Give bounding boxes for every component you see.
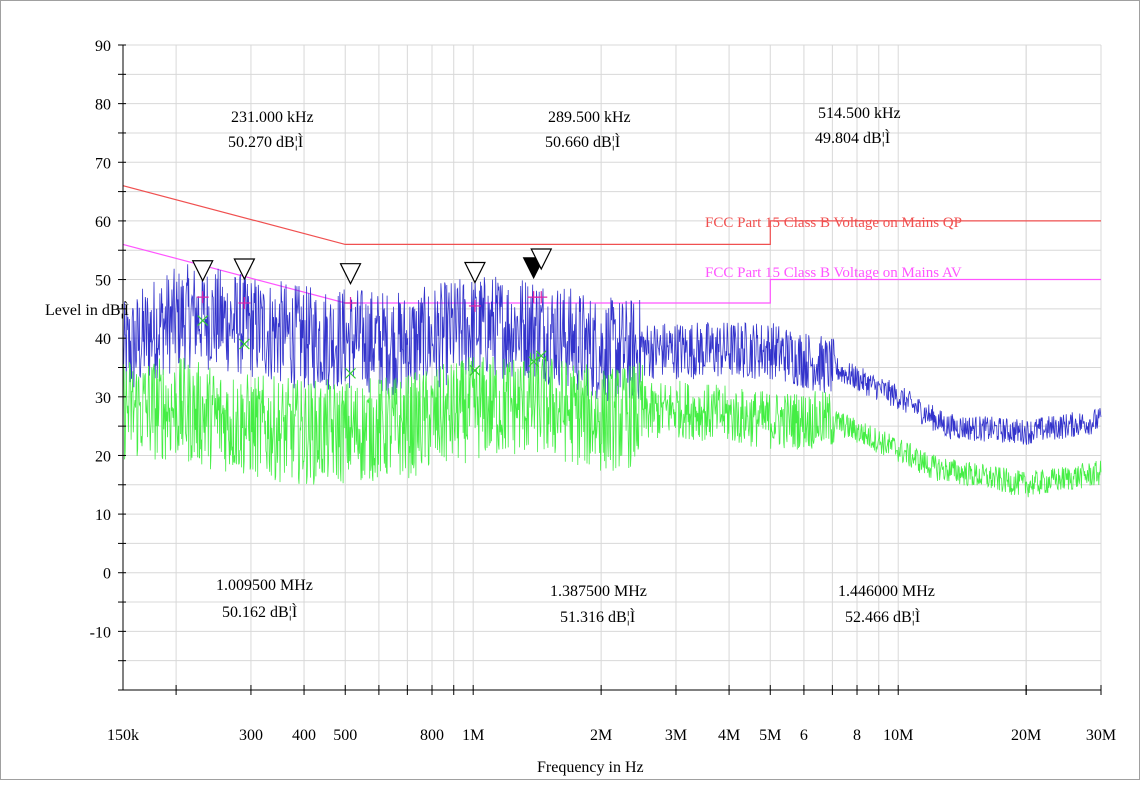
annotation-level-4: 50.162 dB¦Ì <box>222 602 297 621</box>
av-marker <box>535 350 547 362</box>
peak-marker <box>339 263 362 286</box>
x-tick-label: 8 <box>853 727 861 744</box>
x-axis-label: Frequency in Hz <box>537 759 644 776</box>
y-tick-label: 0 <box>103 566 111 583</box>
limit-lines <box>122 185 1101 304</box>
peak-marker <box>463 261 486 284</box>
y-tick-label: 50 <box>95 273 111 290</box>
annotation-freq-4: 1.009500 MHz <box>216 577 313 594</box>
qp-marker <box>344 297 357 309</box>
limit-label-av: FCC Part 15 Class B Voltage on Mains AV <box>705 265 962 281</box>
annotation-freq-6: 1.446000 MHz <box>838 583 935 600</box>
x-tick-label: 150k <box>107 727 139 744</box>
x-tick-label: 10M <box>883 727 913 744</box>
x-tick-label: 20M <box>1011 727 1041 744</box>
qp-marker <box>238 297 251 309</box>
x-tick-label: 300 <box>239 727 263 744</box>
av-marker <box>345 367 356 379</box>
annotation-level-6: 52.466 dB¦Ì <box>845 607 920 626</box>
x-tick-label: 4M <box>718 727 740 744</box>
traces <box>122 264 1102 498</box>
x-tick-label: 6 <box>800 727 808 744</box>
annotation-freq-2: 289.500 kHz <box>548 109 631 126</box>
axes: 90 80 70 60 50 40 30 20 10 0 -10 150k 300 400 500 800 1M… <box>90 38 1116 744</box>
av-marker <box>238 338 250 350</box>
av-marker <box>197 315 209 327</box>
y-axis-label: Level in dB¦Ì <box>45 300 129 319</box>
av-marker <box>469 365 481 376</box>
annotation-freq-1: 231.000 kHz <box>231 109 314 126</box>
y-tick-label: 90 <box>95 38 111 55</box>
qp-marker <box>535 291 548 304</box>
limit-line-qp <box>122 185 1101 245</box>
qp-marker <box>468 299 481 312</box>
y-tick-label: 20 <box>95 448 111 465</box>
limit-line-av <box>122 243 1101 304</box>
markers <box>191 248 553 379</box>
peak-marker <box>233 258 256 281</box>
y-tick-label: 80 <box>95 97 111 114</box>
x-tick-label: 1M <box>462 727 484 744</box>
annotation-freq-3: 514.500 kHz <box>818 105 901 122</box>
y-tick-label: 60 <box>95 214 111 231</box>
peak-marker <box>530 248 553 271</box>
annotation-level-2: 50.660 dB¦Ì <box>545 132 620 151</box>
annotation-freq-5: 1.387500 MHz <box>550 583 647 600</box>
qp-marker <box>196 291 209 304</box>
annotation-level-5: 51.316 dB¦Ì <box>560 607 635 626</box>
y-tick-label: -10 <box>90 624 111 641</box>
trace-peak <box>122 264 1102 445</box>
trace-average <box>122 352 1102 498</box>
x-tick-label: 800 <box>420 727 444 744</box>
x-tick-label: 400 <box>292 727 316 744</box>
y-tick-label: 40 <box>95 331 111 348</box>
y-tick-label: 10 <box>95 507 111 524</box>
x-tick-label: 500 <box>333 727 357 744</box>
x-tick-label: 2M <box>590 727 612 744</box>
annotation-level-1: 50.270 dB¦Ì <box>228 132 303 151</box>
x-tick-label: 3M <box>665 727 687 744</box>
annotation-level-3: 49.804 dB¦Ì <box>815 128 890 147</box>
y-tick-label: 30 <box>95 390 111 407</box>
x-tick-label: 30M <box>1086 727 1116 744</box>
peak-marker <box>191 260 214 283</box>
limit-label-qp: FCC Part 15 Class B Voltage on Mains QP <box>705 215 962 231</box>
y-tick-label: 70 <box>95 155 111 172</box>
x-tick-label: 5M <box>759 727 781 744</box>
av-marker <box>528 356 540 368</box>
